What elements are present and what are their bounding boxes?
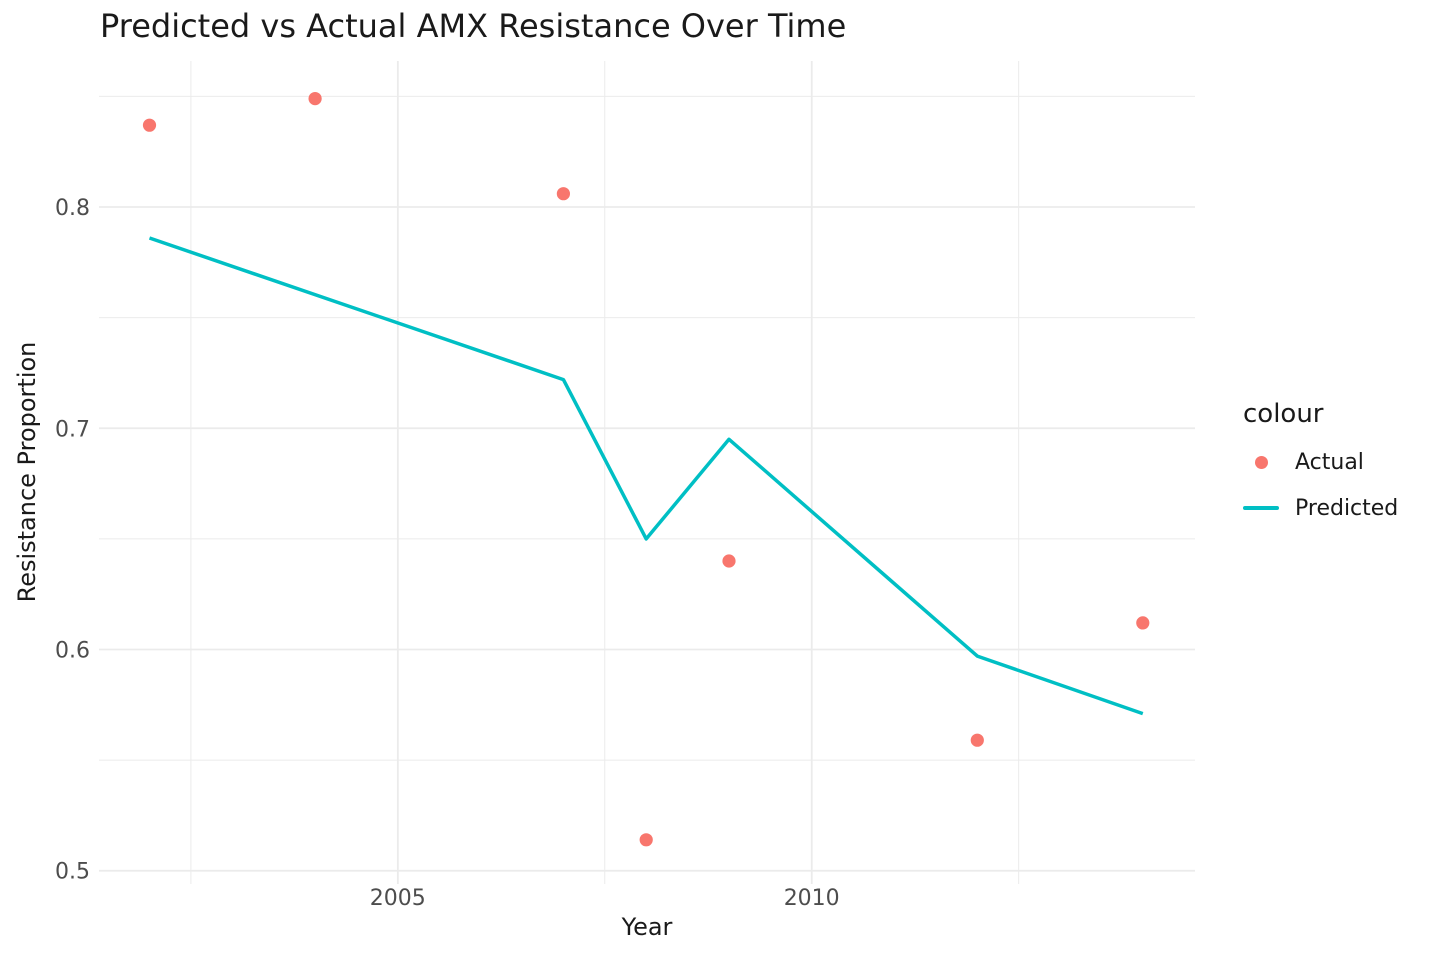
predicted-line-icon <box>1243 506 1279 510</box>
predicted-line <box>148 236 1144 716</box>
actual-point <box>142 118 157 132</box>
x-tick-label: 2005 <box>370 886 426 911</box>
actual-point <box>308 92 322 106</box>
actual-point <box>556 187 571 201</box>
legend-label-actual: Actual <box>1295 449 1364 475</box>
x-tick-label: 2010 <box>784 886 840 911</box>
y-tick-label: 0.6 <box>55 639 90 664</box>
legend-key <box>1243 444 1279 480</box>
legend-item-predicted: Predicted <box>1243 485 1398 531</box>
actual-point-icon <box>1254 455 1268 469</box>
y-tick-label: 0.7 <box>55 417 90 442</box>
y-tick-label: 0.5 <box>55 860 90 885</box>
x-axis-title: Year <box>621 913 673 941</box>
y-axis-title: Resistance Proportion <box>13 341 41 603</box>
actual-point <box>639 833 653 847</box>
legend-item-actual: Actual <box>1243 439 1398 485</box>
legend-title: colour <box>1243 399 1324 429</box>
chart-title: Predicted vs Actual AMX Resistance Over … <box>100 7 847 45</box>
legend-label-predicted: Predicted <box>1295 495 1399 521</box>
legend-key <box>1243 490 1279 526</box>
legend: colour Actual Predicted <box>1243 399 1398 531</box>
actual-point <box>1136 616 1150 630</box>
y-tick-label: 0.8 <box>55 196 90 221</box>
actual-point <box>970 733 984 747</box>
actual-point <box>722 554 736 568</box>
